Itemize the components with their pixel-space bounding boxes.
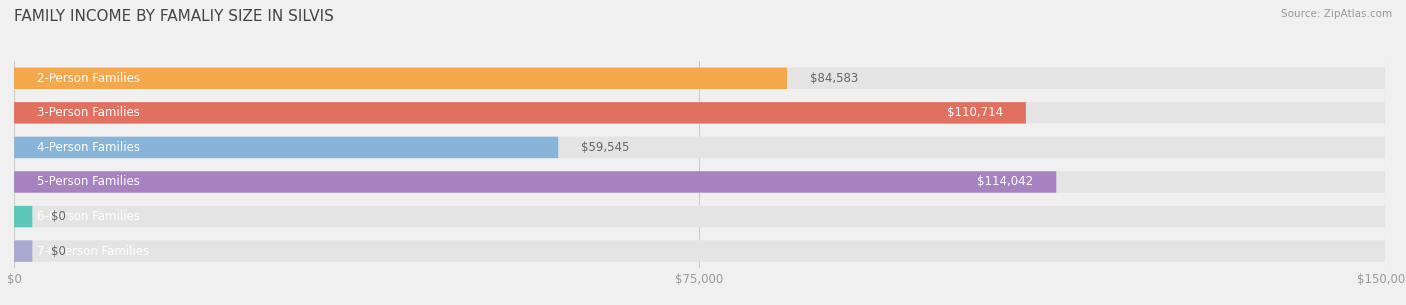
Text: $0: $0 (51, 245, 66, 258)
Text: 6-Person Families: 6-Person Families (37, 210, 141, 223)
Text: $114,042: $114,042 (977, 175, 1033, 188)
Text: 5-Person Families: 5-Person Families (37, 175, 139, 188)
FancyBboxPatch shape (14, 102, 1385, 124)
Text: $0: $0 (51, 210, 66, 223)
FancyBboxPatch shape (14, 171, 1385, 193)
FancyBboxPatch shape (14, 171, 1056, 193)
Text: FAMILY INCOME BY FAMALIY SIZE IN SILVIS: FAMILY INCOME BY FAMALIY SIZE IN SILVIS (14, 9, 335, 24)
FancyBboxPatch shape (14, 102, 1026, 124)
Text: 4-Person Families: 4-Person Families (37, 141, 141, 154)
Text: 7+ Person Families: 7+ Person Families (37, 245, 149, 258)
Text: Source: ZipAtlas.com: Source: ZipAtlas.com (1281, 9, 1392, 19)
Text: $84,583: $84,583 (810, 72, 858, 85)
Text: 3-Person Families: 3-Person Families (37, 106, 139, 119)
FancyBboxPatch shape (14, 68, 1385, 89)
FancyBboxPatch shape (14, 240, 1385, 262)
Text: $59,545: $59,545 (581, 141, 630, 154)
FancyBboxPatch shape (14, 137, 1385, 158)
FancyBboxPatch shape (14, 137, 558, 158)
FancyBboxPatch shape (14, 240, 32, 262)
Text: $110,714: $110,714 (946, 106, 1002, 119)
FancyBboxPatch shape (14, 206, 1385, 227)
Text: 2-Person Families: 2-Person Families (37, 72, 141, 85)
FancyBboxPatch shape (14, 68, 787, 89)
FancyBboxPatch shape (14, 206, 32, 227)
